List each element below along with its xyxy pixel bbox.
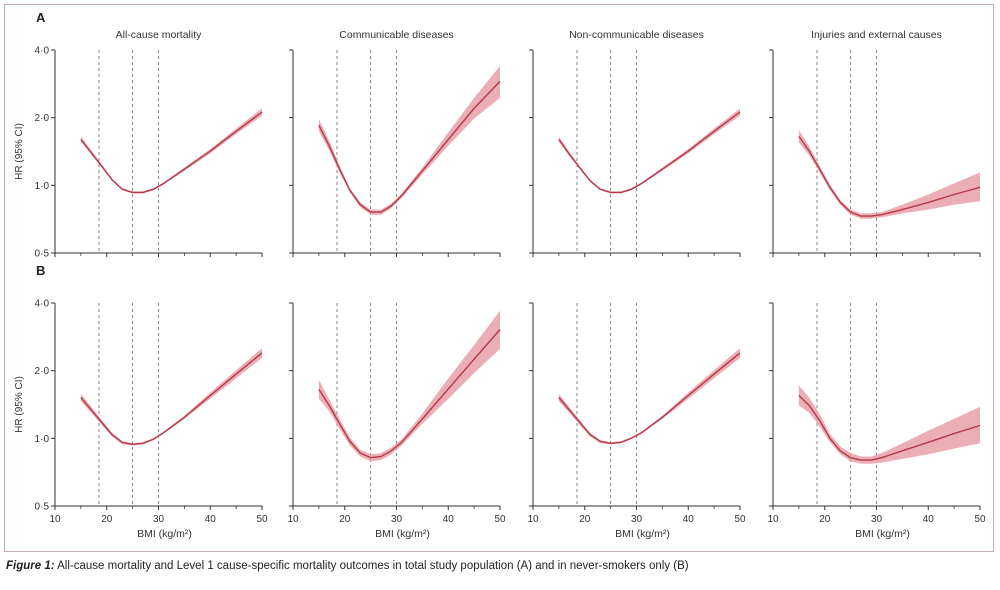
panel-title: All-cause mortality [116, 29, 203, 41]
x-tick-label: 30 [631, 514, 643, 525]
x-tick-label: 40 [205, 514, 217, 525]
x-tick-label: 20 [579, 514, 591, 525]
y-tick-label: 0·5 [35, 249, 50, 260]
x-tick-label: 20 [819, 514, 831, 525]
y-tick-label: 0·5 [35, 502, 50, 513]
x-axis-title: BMI (kg/m²) [137, 528, 192, 540]
x-tick-label: 20 [339, 514, 351, 525]
caption-label: Figure 1: [6, 560, 55, 572]
y-tick-label: 2·0 [35, 113, 50, 124]
x-tick-label: 50 [494, 514, 506, 525]
y-tick-label: 1·0 [35, 181, 50, 192]
hr-curve [798, 394, 981, 461]
y-axis-title: HR (95% CI) [14, 123, 25, 180]
y-tick-label: 4·0 [35, 299, 50, 310]
x-axis-title: BMI (kg/m²) [615, 528, 670, 540]
x-tick-label: 40 [683, 514, 695, 525]
y-tick-label: 1·0 [35, 434, 50, 445]
hr-curve [80, 352, 263, 446]
hr-curve [318, 80, 501, 213]
row-label: A [36, 10, 46, 25]
confidence-band [318, 65, 500, 215]
x-tick-label: 50 [734, 514, 746, 525]
x-axis-title: BMI (kg/m²) [375, 528, 430, 540]
confidence-band [798, 130, 980, 219]
hr-curve [558, 352, 741, 445]
x-tick-label: 10 [527, 514, 539, 525]
x-tick-label: 30 [871, 514, 883, 525]
x-tick-label: 10 [49, 514, 61, 525]
x-tick-label: 40 [923, 514, 935, 525]
x-axis-title: BMI (kg/m²) [855, 528, 910, 540]
figure-caption: Figure 1: All-cause mortality and Level … [6, 560, 689, 572]
x-tick-label: 50 [974, 514, 986, 525]
confidence-band [558, 108, 740, 194]
y-tick-label: 2·0 [35, 366, 50, 377]
hr-curve [318, 329, 501, 459]
x-tick-label: 10 [767, 514, 779, 525]
confidence-band [80, 348, 263, 446]
panel-title: Injuries and external causes [811, 29, 942, 41]
hr-curve [798, 135, 981, 217]
panel-title: Non-communicable diseases [569, 29, 704, 41]
row-label: B [36, 263, 45, 278]
confidence-band [798, 385, 980, 464]
panel-title: Communicable diseases [339, 29, 453, 41]
caption-text: All-cause mortality and Level 1 cause-sp… [54, 560, 689, 572]
x-tick-label: 30 [391, 514, 403, 525]
confidence-band [318, 310, 500, 462]
y-axis-title: HR (95% CI) [14, 376, 25, 433]
x-tick-label: 40 [443, 514, 455, 525]
x-tick-label: 10 [287, 514, 299, 525]
x-tick-label: 30 [153, 514, 165, 525]
hr-curve [80, 111, 263, 194]
x-tick-label: 20 [101, 514, 113, 525]
confidence-band [80, 108, 263, 194]
x-tick-label: 50 [256, 514, 268, 525]
y-tick-label: 4·0 [35, 46, 50, 57]
hr-curve [558, 111, 741, 194]
